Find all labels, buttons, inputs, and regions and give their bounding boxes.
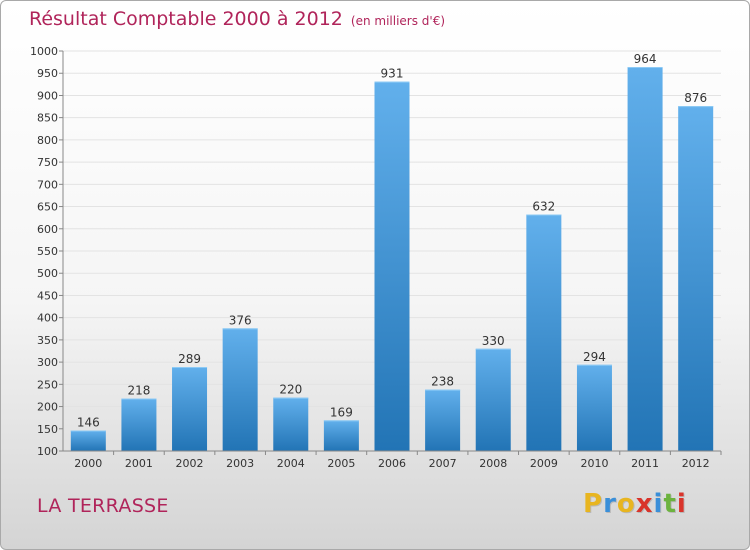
x-tick-label: 2010 xyxy=(580,457,608,470)
y-tick-label: 300 xyxy=(37,356,58,369)
bar-2010 xyxy=(576,364,612,451)
y-tick-label: 250 xyxy=(37,378,58,391)
y-tick-label: 400 xyxy=(37,312,58,325)
value-label-2002: 289 xyxy=(178,352,201,366)
y-tick-label: 500 xyxy=(37,267,58,280)
value-label-2005: 169 xyxy=(330,405,353,419)
x-tick-label: 2006 xyxy=(378,457,406,470)
logo-letter: x xyxy=(635,489,654,519)
x-tick-label: 2008 xyxy=(479,457,507,470)
x-tick-label: 2004 xyxy=(277,457,305,470)
y-axis-ticks: 100 150 200 250 300 350 400 450 500 550 600 650 700 7… xyxy=(30,45,63,458)
bar-2003 xyxy=(222,328,258,451)
x-tick-label: 2011 xyxy=(631,457,659,470)
logo-letter: P xyxy=(583,489,604,519)
bar-value-labels: 146 218 289 376 220 169 931 238 330 632 294 964 876 xyxy=(77,52,707,430)
y-tick-label: 100 xyxy=(37,445,58,458)
y-tick-label: 650 xyxy=(37,201,58,214)
x-tick-label: 2007 xyxy=(429,457,457,470)
logo-letter: i xyxy=(653,489,664,519)
bar-2000 xyxy=(70,430,106,451)
bar-2011 xyxy=(627,67,663,451)
x-tick-label: 2002 xyxy=(176,457,204,470)
value-label-2004: 220 xyxy=(279,383,302,397)
bar-2008 xyxy=(475,348,511,451)
logo-letter: r xyxy=(603,489,617,519)
x-tick-label: 2009 xyxy=(530,457,558,470)
title-main: Résultat Comptable 2000 à 2012 xyxy=(29,8,343,30)
bar-2009 xyxy=(526,214,562,451)
bar-2012 xyxy=(678,106,714,451)
x-tick-label: 2012 xyxy=(682,457,710,470)
title-unit: (en milliers d'€) xyxy=(350,14,446,28)
bar-2001 xyxy=(121,398,157,451)
bar-2004 xyxy=(273,397,309,451)
y-tick-label: 350 xyxy=(37,334,58,347)
y-tick-label: 450 xyxy=(37,289,58,302)
logo-letter: o xyxy=(616,489,636,519)
bar-2007 xyxy=(425,389,461,451)
y-tick-label: 900 xyxy=(37,89,58,102)
logo-letter: t xyxy=(663,489,677,519)
value-label-2006: 931 xyxy=(381,67,404,81)
chart-title: Résultat Comptable 2000 à 2012 (en millie… xyxy=(29,8,445,30)
x-axis-ticks: 2000 2001 2002 2003 2004 2005 2006 2007 2008 2009… xyxy=(74,451,722,470)
y-tick-label: 600 xyxy=(37,223,58,236)
y-tick-label: 800 xyxy=(37,134,58,147)
value-label-2003: 376 xyxy=(229,313,252,327)
y-tick-label: 200 xyxy=(37,401,58,414)
y-tick-label: 750 xyxy=(37,156,58,169)
bar-2006 xyxy=(374,81,410,452)
commune-name: LA TERRASSE xyxy=(37,495,169,517)
proxiti-logo: Proxiti xyxy=(583,489,687,519)
value-label-2009: 632 xyxy=(532,200,555,214)
x-tick-label: 2005 xyxy=(327,457,355,470)
x-tick-label: 2001 xyxy=(125,457,153,470)
y-tick-label: 850 xyxy=(37,112,58,125)
axes xyxy=(62,51,721,452)
value-label-2008: 330 xyxy=(482,334,505,348)
y-tick-label: 150 xyxy=(37,423,58,436)
value-label-2000: 146 xyxy=(77,416,100,430)
y-tick-label: 950 xyxy=(37,67,58,80)
y-tick-label: 1000 xyxy=(30,45,58,58)
value-label-2001: 218 xyxy=(127,384,150,398)
value-label-2012: 876 xyxy=(684,91,707,105)
y-tick-label: 700 xyxy=(37,178,58,191)
value-label-2010: 294 xyxy=(583,350,606,364)
x-tick-label: 2000 xyxy=(74,457,102,470)
value-label-2011: 964 xyxy=(634,52,657,66)
x-tick-label: 2003 xyxy=(226,457,254,470)
logo-letter: i xyxy=(676,489,687,519)
y-tick-label: 550 xyxy=(37,245,58,258)
bars xyxy=(70,67,714,452)
bar-2005 xyxy=(323,420,359,451)
bar-2002 xyxy=(172,367,208,451)
value-label-2007: 238 xyxy=(431,375,454,389)
